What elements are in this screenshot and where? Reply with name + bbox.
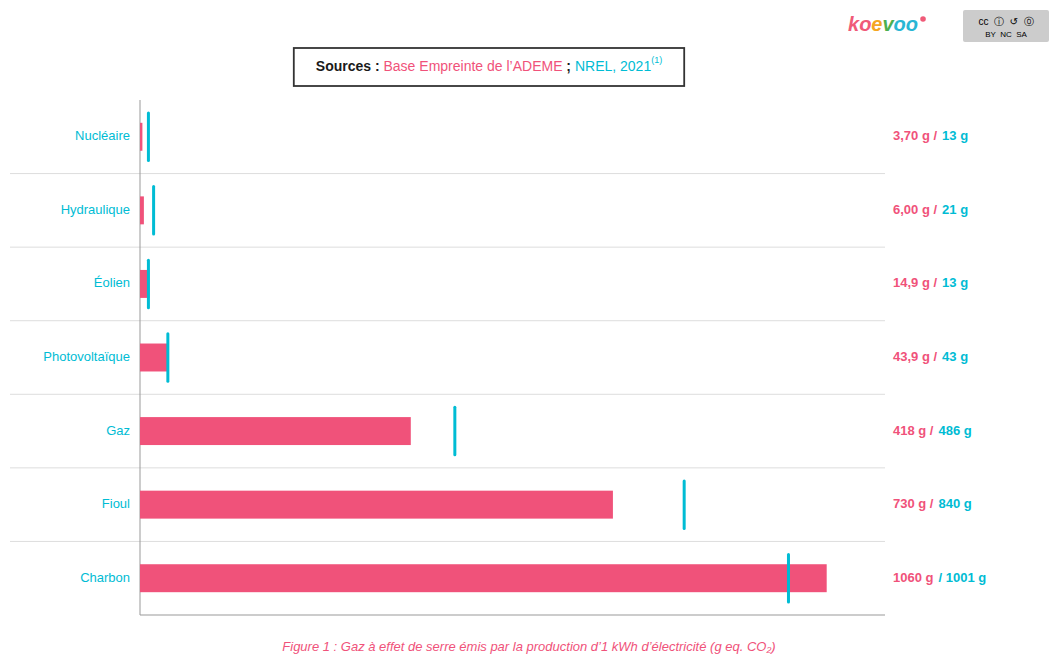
axis-line: [140, 615, 885, 616]
bar: [140, 196, 144, 224]
legend-entry: NREL, 2021: [575, 58, 651, 74]
legend-box: [294, 48, 684, 86]
row-separators: [10, 174, 885, 542]
data-label: 21 g: [942, 202, 968, 217]
data-label: 840 g: [938, 496, 971, 511]
chart: Nucléaire 3,70 g / 13 g Hydraulique 6,00 g /…: [0, 0, 1058, 671]
category-label: Charbon: [80, 570, 130, 585]
logo-letter: o: [906, 13, 918, 35]
data-label: 43,9 g /: [893, 349, 937, 364]
marker: [152, 187, 155, 235]
bar: [140, 417, 411, 445]
data-label: 13 g: [942, 275, 968, 290]
logo-letter: e: [871, 13, 882, 35]
source-prefix: Sources :: [316, 58, 384, 74]
labels: Nucléaire 3,70 g / 13 g Hydraulique 6,00 g /…: [43, 128, 986, 584]
licence-box: [963, 10, 1049, 42]
legend: Sources : Base Empreinte de l’ADEME ; NR…: [294, 48, 684, 86]
category-label: Gaz: [106, 423, 130, 438]
data-label: 1060 g: [893, 570, 934, 585]
bar: [140, 344, 168, 372]
row-separator: [10, 467, 885, 468]
category-label: Nucléaire: [75, 128, 130, 143]
logo: koevoo: [848, 13, 918, 35]
logo-dot: [920, 16, 926, 22]
category-label: Hydraulique: [61, 202, 130, 217]
source-note: (1): [651, 55, 662, 65]
legend-text: Sources : Base Empreinte de l’ADEME ; NR…: [316, 55, 662, 73]
data-label: / 1001 g: [938, 570, 986, 585]
row-separator: [10, 173, 885, 174]
row-separator: [10, 541, 885, 542]
data-label: 486 g: [938, 423, 971, 438]
data-label: 43 g: [942, 349, 968, 364]
marker: [147, 113, 150, 161]
marker: [683, 481, 686, 529]
legend-entry: Base Empreinte de l’ADEME: [384, 58, 563, 74]
data-label: 6,00 g /: [893, 202, 937, 217]
data-label: 14,9 g /: [893, 275, 937, 290]
licence-text: BY NC SA: [985, 30, 1027, 39]
bar: [140, 564, 827, 592]
logo-letter: o: [859, 13, 871, 35]
row-separator: [10, 247, 885, 248]
marker: [166, 334, 169, 382]
category-label: Photovoltaïque: [43, 349, 130, 364]
logo-letter: o: [894, 13, 906, 35]
marker: [453, 407, 456, 455]
data-label: 3,70 g /: [893, 128, 937, 143]
source-separator: ;: [562, 58, 574, 74]
data-label: 13 g: [942, 128, 968, 143]
marker: [787, 554, 790, 602]
category-label: Éolien: [94, 275, 130, 290]
bar: [140, 123, 142, 151]
row-separator: [10, 394, 885, 395]
marker: [147, 260, 150, 308]
category-label: Fioul: [102, 496, 130, 511]
caption: Figure 1 : Gaz à effet de serre émis par…: [282, 639, 775, 654]
bar: [140, 491, 613, 519]
licence-icons: cc ⓘ ↺ ⓪: [978, 16, 1033, 27]
data-label: 730 g /: [893, 496, 934, 511]
row-separator: [10, 320, 885, 321]
marks: [140, 113, 827, 602]
data-label: 418 g /: [893, 423, 934, 438]
